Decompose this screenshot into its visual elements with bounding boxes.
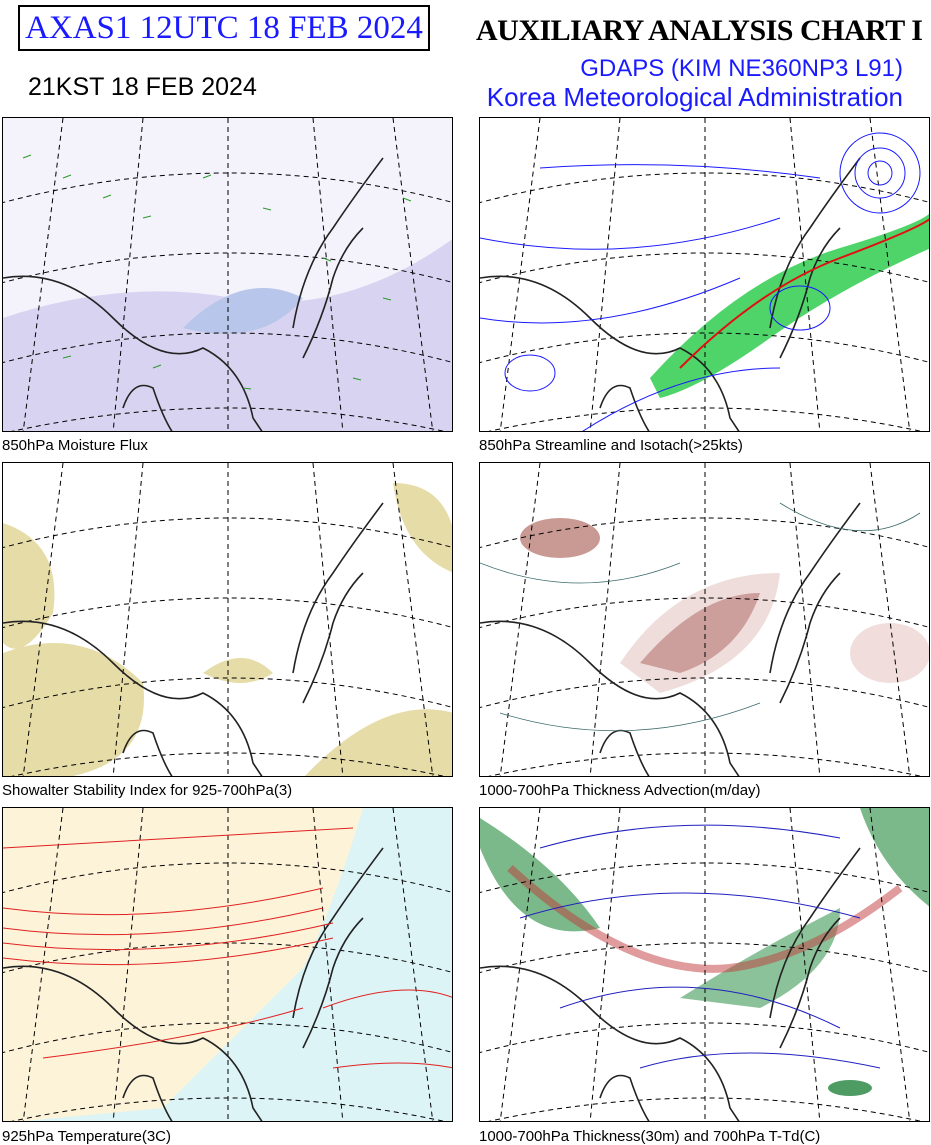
map-panel (479, 462, 930, 777)
map-panel (2, 117, 453, 432)
panel-caption: 1000-700hPa Thickness(30m) and 700hPa T-… (479, 1128, 821, 1145)
panel-caption: Showalter Stability Index for 925-700hPa… (2, 782, 293, 799)
code-box: AXAS1 12UTC 18 FEB 2024 (18, 5, 430, 51)
local-time: 21KST 18 FEB 2024 (28, 73, 257, 101)
map-panel (479, 807, 930, 1122)
map-panel (479, 117, 930, 432)
model-name: GDAPS (KIM NE360NP3 L91) (580, 55, 903, 82)
agency: Korea Meteorological Administration (486, 82, 903, 112)
panel-caption: 1000-700hPa Thickness Advection(m/day) (479, 782, 761, 799)
map-panel (2, 807, 453, 1122)
map-panel (2, 462, 453, 777)
chart-title: AUXILIARY ANALYSIS CHART I (476, 14, 923, 47)
panel-caption: 925hPa Temperature(3C) (2, 1128, 171, 1145)
panel-caption: 850hPa Moisture Flux (2, 437, 148, 454)
panel-caption: 850hPa Streamline and Isotach(>25kts) (479, 437, 743, 454)
